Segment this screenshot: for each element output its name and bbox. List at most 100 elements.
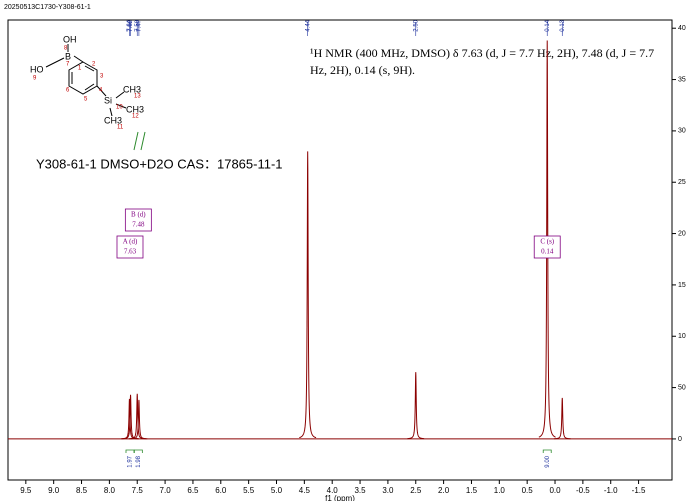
x-tick-label: 3.0: [382, 486, 394, 495]
peak: [299, 151, 317, 439]
atom-number: 4: [99, 88, 103, 94]
atom: OH: [63, 34, 77, 44]
annotation-box: [124, 208, 152, 232]
atom-number: 11: [117, 125, 124, 131]
structure: [45, 44, 146, 151]
y-tick-label: 1500: [678, 282, 686, 289]
atom-number: 12: [132, 114, 139, 120]
atom-number: 6: [66, 88, 70, 94]
bond: [45, 57, 65, 68]
atom: B: [65, 51, 71, 61]
annotation-value: 0.14: [541, 248, 554, 256]
atom-number: 2: [92, 62, 96, 68]
bond: [84, 83, 95, 91]
atom-number: 10: [116, 105, 123, 111]
y-tick-label: 2500: [678, 179, 686, 186]
bond: [109, 107, 113, 117]
atom-number: 7: [66, 62, 70, 68]
peak-label: 2.50: [413, 19, 419, 31]
x-tick-label: 0.5: [522, 486, 534, 495]
x-tick-label: 8.5: [76, 486, 88, 495]
peak: [130, 399, 148, 440]
atom: CH3: [126, 104, 144, 114]
sample-label: Y308-61-1 DMSO+D2O CAS：17865-11-1: [36, 156, 283, 171]
atom-number: 1: [78, 66, 82, 72]
atom: CH3: [123, 84, 141, 94]
x-tick-label: -0.5: [576, 486, 590, 495]
atom: CH3: [104, 115, 122, 125]
atom: Si: [104, 95, 112, 105]
integral-label: 9.00: [545, 455, 551, 467]
x-tick-label: 2.0: [438, 486, 450, 495]
x-tick-label: 8.0: [104, 486, 116, 495]
peak-label: 7.47: [136, 19, 142, 31]
integral-label: 1.98: [136, 455, 142, 467]
peak-label: -0.13: [560, 19, 566, 33]
atom-number: 8: [64, 46, 68, 52]
x-tick-label: 6.5: [187, 486, 199, 495]
bond: [96, 85, 107, 97]
x-tick-label: 7.0: [160, 486, 172, 495]
y-tick-label: 4000: [678, 25, 686, 32]
annotation-box: [116, 235, 144, 259]
annotation-value: 7.63: [124, 248, 137, 256]
peak: [407, 372, 425, 440]
x-tick-label: 0.0: [549, 486, 561, 495]
ring: [68, 61, 98, 95]
integral-bracket: [542, 449, 552, 453]
atom-number: 13: [134, 94, 141, 100]
y-tick-label: 2000: [678, 230, 686, 237]
x-tick-label: -1.5: [632, 486, 646, 495]
x-tick-label: 3.5: [354, 486, 366, 495]
peak-label: 0.14: [545, 19, 551, 31]
x-tick-label: 5.5: [243, 486, 255, 495]
annotation-box: [533, 235, 561, 259]
peak: [538, 40, 556, 438]
header: 20250513C1730-Y308-61-1: [4, 4, 91, 11]
x-tick-label: 2.5: [410, 486, 422, 495]
peak: [553, 397, 571, 440]
peak: [122, 394, 139, 440]
atom: HO: [30, 64, 44, 74]
atom-number: 5: [84, 97, 88, 103]
peak-label: 7.64: [127, 19, 133, 31]
integral-label: 1.97: [128, 455, 134, 467]
peak-label: 7.62: [128, 19, 134, 31]
y-tick-label: 500: [678, 384, 686, 391]
bond: [73, 55, 84, 63]
integral-bracket: [125, 449, 135, 453]
x-tick-label: 9.5: [20, 486, 32, 495]
atom-number: 3: [100, 74, 104, 80]
x-tick-label: 9.0: [48, 486, 60, 495]
annotation-label: B (d): [131, 211, 146, 219]
y-tick-label: 1000: [678, 333, 686, 340]
x-tick-label: 1.5: [466, 486, 478, 495]
x-axis-label: f1 (ppm): [325, 494, 355, 501]
nmr-text: ¹H NMR (400 MHz, DMSO) δ 7.63 (d, J = 7.…: [310, 46, 655, 77]
mark: [140, 131, 146, 151]
bond: [115, 103, 127, 109]
y-tick-label: 3000: [678, 128, 686, 135]
y-tick-label: 3500: [678, 76, 686, 83]
x-tick-label: -1.0: [604, 486, 618, 495]
bond: [115, 91, 125, 99]
annotation-value: 7.48: [132, 221, 145, 229]
annotation-label: C (s): [540, 238, 554, 246]
mark: [133, 131, 139, 151]
x-tick-label: 4.0: [327, 486, 339, 495]
bond: [84, 65, 95, 72]
nmr-text-box: ¹H NMR (400 MHz, DMSO) δ 7.63 (d, J = 7.…: [310, 46, 655, 77]
annotation-label: A (d): [123, 238, 138, 246]
x-tick-label: 1.0: [494, 486, 506, 495]
x-tick-label: 7.5: [132, 486, 144, 495]
peak-label: 7.50: [135, 19, 141, 31]
y-tick-label: 0: [678, 436, 682, 443]
x-tick-label: 5.0: [271, 486, 283, 495]
x-tick-label: 6.0: [215, 486, 227, 495]
x-tick-label: 4.5: [299, 486, 311, 495]
peak-label: 4.44: [305, 19, 311, 31]
integral-bracket: [133, 449, 143, 453]
plot-frame: [7, 19, 673, 481]
atom-number: 9: [33, 76, 37, 82]
